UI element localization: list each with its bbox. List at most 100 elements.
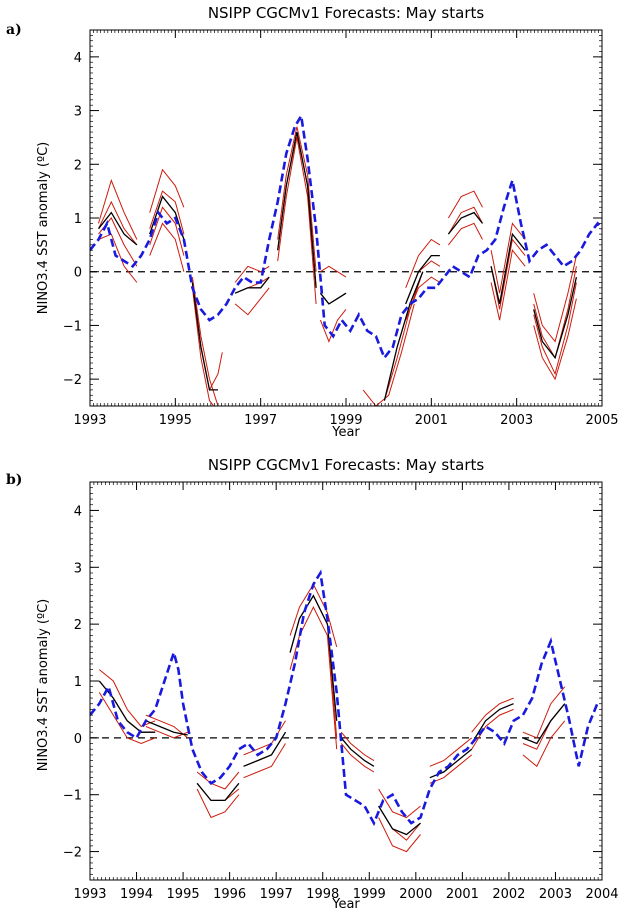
- ensemble-mean-line: [243, 731, 287, 767]
- ensemble-mean-line: [533, 276, 578, 360]
- y-tick-label: −2: [63, 846, 82, 861]
- x-tick-label: 1998: [306, 887, 339, 902]
- ensemble-member-line: [149, 206, 185, 256]
- ensemble-member-line: [405, 238, 441, 288]
- ensemble-member-line: [490, 222, 526, 294]
- y-tick-label: 0: [74, 732, 82, 747]
- observed-sst-line: [90, 112, 602, 361]
- ensemble-member-line: [149, 222, 185, 272]
- ensemble-member-line: [522, 720, 566, 768]
- ensemble-member-line: [448, 222, 483, 246]
- panel-b-letter: b): [6, 472, 22, 488]
- ensemble-member-line: [471, 697, 514, 733]
- y-tick-label: 3: [74, 561, 82, 576]
- x-tick-label: 2001: [415, 413, 448, 428]
- y-tick-label: −2: [63, 373, 82, 388]
- x-tick-label: 2003: [539, 887, 572, 902]
- x-tick-label: 1999: [353, 887, 386, 902]
- ensemble-member-line: [243, 743, 286, 779]
- plot-frame: [89, 481, 603, 881]
- x-tick-label: 2001: [446, 887, 479, 902]
- ensemble-member-line: [277, 137, 317, 304]
- x-tick-label: 1995: [159, 413, 192, 428]
- x-tick-label: 2005: [585, 413, 618, 428]
- ensemble-member-line: [98, 692, 156, 745]
- x-tick-label: 2000: [399, 887, 432, 902]
- panel-a-title: NSIPP CGCMv1 Forecasts: May starts: [208, 4, 485, 22]
- ensemble-mean-line: [378, 805, 421, 836]
- ensemble-mean-line: [149, 195, 185, 240]
- ensemble-member-line: [277, 126, 317, 272]
- ensemble-member-line: [149, 168, 185, 213]
- ensemble-member-line: [429, 754, 473, 784]
- ensemble-member-line: [98, 217, 138, 267]
- ensemble-member-line: [145, 726, 188, 739]
- x-tick-label: 2002: [492, 887, 525, 902]
- ensemble-member-line: [191, 287, 215, 406]
- ensemble-member-line: [243, 720, 286, 756]
- ensemble-member-line: [98, 200, 138, 246]
- panel-b: b) NSIPP CGCMv1 Forecasts: May starts Ye…: [6, 456, 619, 912]
- x-tick-label: 1999: [329, 413, 362, 428]
- ensemble-mean-line: [405, 254, 440, 305]
- ensemble-member-line: [234, 265, 270, 283]
- ensemble-mean-line: [447, 211, 484, 235]
- x-tick-label: 1997: [260, 887, 293, 902]
- ensemble-member-line: [98, 178, 138, 240]
- y-tick-label: 4: [74, 504, 82, 519]
- ensemble-member-line: [340, 743, 375, 773]
- panel-b-ylabel: NINO3.4 SST anomaly (ºC): [36, 599, 51, 771]
- panel-a-letter: a): [6, 22, 22, 38]
- ensemble-member-line: [405, 260, 441, 305]
- ensemble-mean-line: [97, 211, 138, 246]
- observed-sst-line: [90, 569, 599, 827]
- ensemble-member-line: [289, 605, 338, 750]
- x-tick-label: 1993: [73, 887, 106, 902]
- x-tick-label: 1996: [213, 887, 246, 902]
- ensemble-member-line: [340, 731, 375, 762]
- ensemble-member-line: [533, 255, 577, 343]
- plot-area: [90, 112, 602, 406]
- y-tick-label: −1: [63, 319, 82, 334]
- panel-a: a) NSIPP CGCMv1 Forecasts: May starts Ye…: [6, 4, 619, 440]
- x-tick-label: 1997: [244, 413, 277, 428]
- ensemble-member-line: [429, 737, 473, 767]
- ensemble-member-line: [378, 788, 421, 819]
- ensemble-member-line: [362, 303, 415, 406]
- ensemble-member-line: [447, 190, 483, 219]
- x-tick-label: 1993: [73, 413, 106, 428]
- ensemble-mean-line: [289, 594, 338, 721]
- ensemble-member-line: [196, 771, 240, 790]
- plot-area: [90, 569, 602, 853]
- x-tick-label: 2004: [585, 887, 618, 902]
- x-tick-label: 2003: [500, 413, 533, 428]
- x-tick-label: 1995: [167, 887, 200, 902]
- ensemble-member-line: [98, 669, 156, 728]
- ensemble-mean-line: [196, 782, 240, 802]
- ensemble-member-line: [234, 287, 270, 316]
- ensemble-member-line: [145, 714, 189, 739]
- y-tick-label: 4: [74, 51, 82, 66]
- ensemble-member-line: [383, 271, 424, 401]
- ensemble-mean-line: [383, 271, 424, 401]
- panel-b-title: NSIPP CGCMv1 Forecasts: May starts: [208, 456, 485, 474]
- ensemble-member-line: [320, 265, 347, 278]
- ensemble-member-line: [196, 788, 240, 819]
- y-tick-label: 1: [74, 212, 82, 227]
- ensemble-member-line: [149, 190, 185, 235]
- ensemble-mean-line: [145, 720, 188, 736]
- y-tick-label: 1: [74, 675, 82, 690]
- ensemble-member-line: [533, 266, 577, 359]
- ensemble-mean-line: [98, 680, 156, 733]
- panel-b-xlabel: Year: [331, 897, 360, 912]
- y-tick-label: 3: [74, 105, 82, 120]
- x-tick-label: 1994: [120, 887, 153, 902]
- ensemble-mean-line: [490, 232, 526, 305]
- ensemble-mean-line: [340, 737, 375, 767]
- ensemble-member-line: [533, 298, 577, 381]
- ensemble-mean-line: [234, 276, 270, 294]
- ensemble-member-line: [319, 308, 347, 343]
- ensemble-member-line: [490, 249, 526, 321]
- ensemble-mean-line: [319, 292, 347, 305]
